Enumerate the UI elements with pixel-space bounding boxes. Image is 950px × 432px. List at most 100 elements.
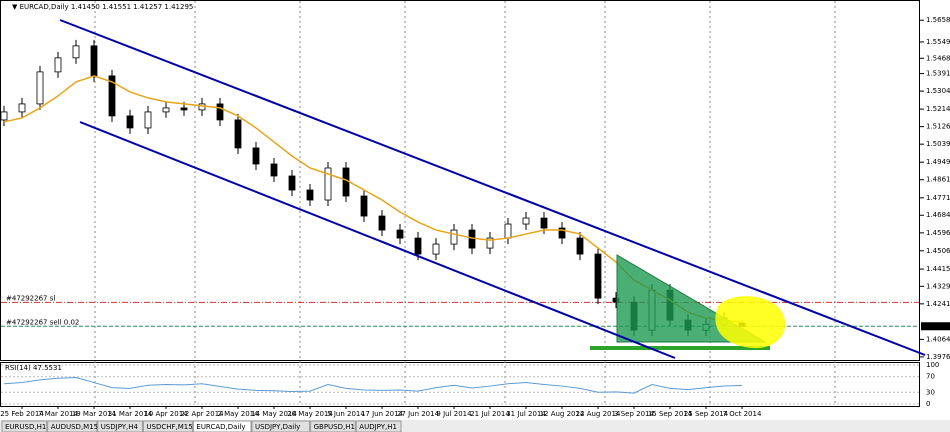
candle-body bbox=[198, 103, 206, 111]
candle-body bbox=[360, 195, 368, 217]
candle-body bbox=[108, 75, 116, 117]
candle-body bbox=[522, 217, 530, 225]
candle-body bbox=[144, 111, 152, 129]
y-tick-label: 1.46840 bbox=[926, 211, 950, 219]
candle-body bbox=[432, 243, 440, 255]
x-tick-label: 12 Aug 2014 bbox=[540, 410, 585, 418]
y-tick-label: 1.49490 bbox=[926, 158, 950, 166]
x-tick-label: 9 Jul 2014 bbox=[436, 410, 472, 418]
x-tick-label: 17 Jun 2014 bbox=[361, 410, 404, 418]
main-frame bbox=[0, 0, 920, 361]
rsi-tick-label: 0 bbox=[926, 400, 930, 408]
candle-body bbox=[306, 189, 314, 201]
candle-body bbox=[288, 175, 296, 191]
candle-body bbox=[234, 119, 242, 149]
tab[interactable] bbox=[192, 420, 252, 432]
candle-body bbox=[414, 237, 422, 255]
x-tick-label: 25 Sep 2014 bbox=[684, 410, 729, 418]
candle-body bbox=[36, 71, 44, 105]
tab[interactable] bbox=[97, 420, 143, 432]
rsi-title: RSI(14) 47.5531 bbox=[5, 364, 62, 372]
y-tick-label: 1.40640 bbox=[926, 335, 950, 343]
rsi-tick-label: 30 bbox=[926, 388, 935, 396]
highlight bbox=[715, 296, 786, 349]
x-tick-label: 21 Jul 2014 bbox=[470, 410, 510, 418]
current-price-label: 1.41295 bbox=[923, 322, 950, 330]
y-tick-label: 1.43290 bbox=[926, 282, 950, 290]
tab[interactable] bbox=[251, 420, 311, 432]
tab[interactable] bbox=[1, 420, 48, 432]
candle-body bbox=[540, 217, 548, 229]
candle-body bbox=[90, 45, 98, 77]
x-tick-label: 22 Apr 2014 bbox=[180, 410, 224, 418]
y-tick-label: 1.42415 bbox=[926, 300, 950, 308]
candle-body bbox=[504, 223, 512, 239]
rsi-tick-label: 70 bbox=[926, 373, 935, 381]
tab-label[interactable]: EURUSD,H1 bbox=[5, 423, 46, 431]
y-tick-label: 1.44150 bbox=[926, 265, 950, 273]
candle-body bbox=[378, 215, 386, 231]
candle-body bbox=[162, 107, 170, 113]
candle-body bbox=[252, 147, 260, 165]
x-tick-label: 7 Oct 2014 bbox=[723, 410, 762, 418]
x-tick-label: 27 Jun 2014 bbox=[397, 410, 440, 418]
rsi-frame bbox=[0, 362, 920, 407]
candle-body bbox=[558, 227, 566, 239]
candle-body bbox=[396, 229, 404, 239]
y-tick-label: 1.54680 bbox=[926, 54, 950, 62]
x-tick-label: 7 Mar 2014 bbox=[38, 410, 78, 418]
y-tick-label: 1.47710 bbox=[926, 194, 950, 202]
x-tick-label: 15 Sep 2014 bbox=[648, 410, 693, 418]
y-tick-label: 1.45960 bbox=[926, 229, 950, 237]
tab[interactable] bbox=[355, 420, 402, 432]
chart-header: ▼ EURCAD,Daily 1.41450 1.41551 1.41257 1… bbox=[12, 3, 193, 11]
tab[interactable] bbox=[142, 420, 193, 432]
candle-body bbox=[468, 229, 476, 249]
candle-body bbox=[486, 237, 494, 249]
candle-body bbox=[216, 103, 224, 121]
order-label: #47292267 sl bbox=[6, 294, 55, 302]
channel-lower bbox=[79, 121, 676, 359]
candle-body bbox=[54, 57, 62, 73]
tab-label[interactable]: GBPUSD,H1 bbox=[314, 423, 355, 431]
x-tick-label: 22 Aug 2014 bbox=[576, 410, 621, 418]
y-tick-label: 1.39765 bbox=[926, 353, 950, 361]
candle-body bbox=[180, 107, 188, 111]
y-tick-label: 1.52140 bbox=[926, 105, 950, 113]
y-tick-label: 1.53040 bbox=[926, 87, 950, 95]
x-tick-label: 2 May 2014 bbox=[217, 410, 259, 418]
tab-label[interactable]: AUDUSD,M15 bbox=[51, 423, 98, 431]
tab-label[interactable]: AUDJPY,H1 bbox=[359, 423, 397, 431]
tabs: EURUSD,H1 AUDUSD,M15 USDJPY,H4 USDCHF,M15 EU… bbox=[1, 420, 402, 432]
candle-body bbox=[594, 253, 602, 299]
tab[interactable] bbox=[310, 420, 356, 432]
candle-body bbox=[72, 45, 80, 59]
y-tick-label: 1.51265 bbox=[926, 123, 950, 131]
x-tick-label: 5 Jun 2014 bbox=[327, 410, 365, 418]
tab-label[interactable]: USDCHF,M15 bbox=[146, 423, 192, 431]
x-tick-label: 14 May 2014 bbox=[251, 410, 297, 418]
rsi-tick-label: 100 bbox=[926, 361, 939, 369]
x-tick-label: 31 Mar 2014 bbox=[108, 410, 153, 418]
x-tick-label: 10 Apr 2014 bbox=[144, 410, 188, 418]
y-tick-label: 1.56580 bbox=[926, 16, 950, 24]
x-tick-label: 26 May 2014 bbox=[287, 410, 333, 418]
tab-label[interactable]: EURCAD,Daily bbox=[196, 423, 245, 431]
x-tick-label: 25 Feb 2014 bbox=[0, 410, 44, 418]
y-tick-label: 1.45065 bbox=[926, 247, 950, 255]
current-price-box bbox=[921, 322, 950, 331]
y-tick-label: 1.48615 bbox=[926, 176, 950, 184]
tab[interactable] bbox=[47, 420, 98, 432]
candle-body bbox=[0, 111, 8, 121]
tab-label[interactable]: USDJPY,H4 bbox=[101, 423, 139, 431]
tab-label[interactable]: USDJPY,Daily bbox=[255, 423, 300, 431]
x-tick-label: 19 Mar 2014 bbox=[72, 410, 117, 418]
candle-body bbox=[450, 229, 458, 245]
order-label: #47292267 sell 0.02 bbox=[6, 318, 79, 326]
candle-body bbox=[324, 167, 332, 201]
y-tick-label: 1.50390 bbox=[926, 140, 950, 148]
x-tick-label: 3 Sep 2014 bbox=[614, 410, 654, 418]
candle-body bbox=[576, 237, 584, 255]
